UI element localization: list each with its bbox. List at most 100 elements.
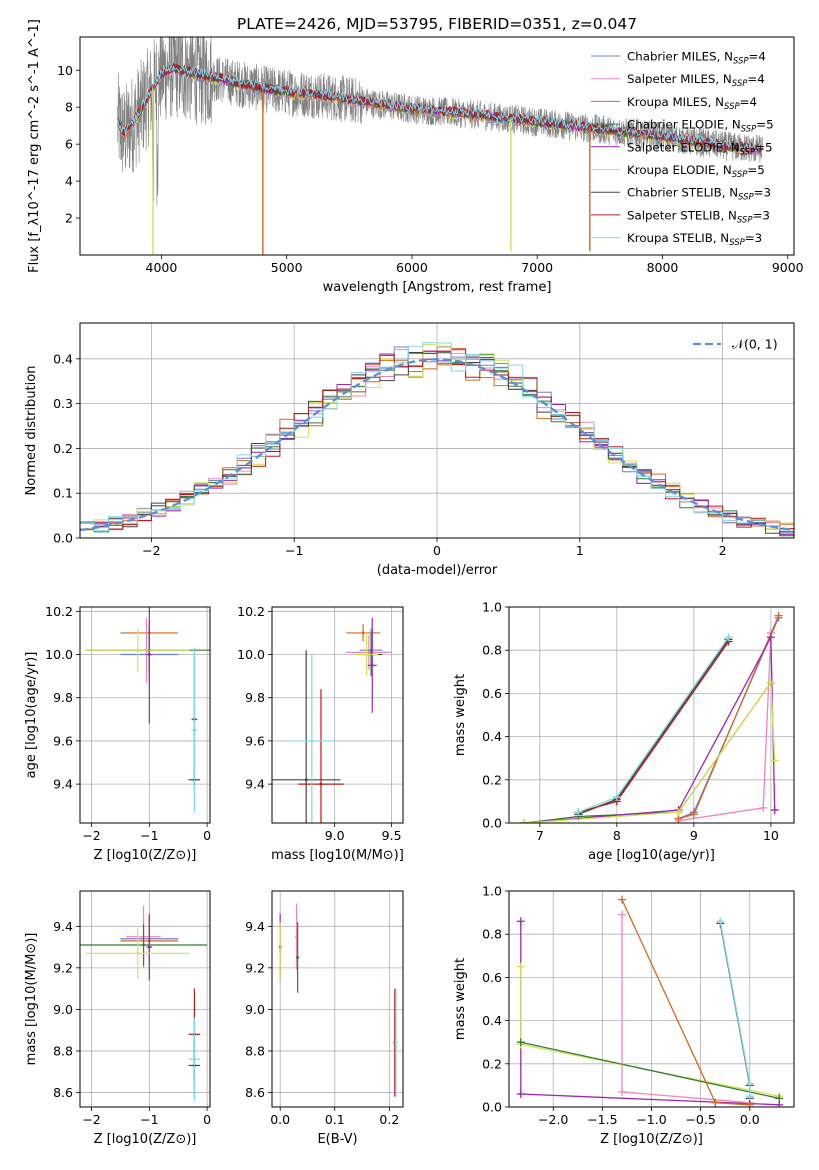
y-tick-label: 0.0 xyxy=(53,531,73,546)
y-tick-label: 0.2 xyxy=(53,441,73,456)
x-axis-label: mass [log10(M/M⊙)] xyxy=(271,848,404,863)
series-line-chabrier_stelib xyxy=(578,639,730,816)
axes-frame xyxy=(271,890,404,1108)
x-axis-label: age [log10(age/yr)] xyxy=(588,848,715,863)
x-tick-label: −1 xyxy=(140,828,158,843)
x-tick-label: −2.0 xyxy=(538,1112,568,1127)
y-tick-label: 1.0 xyxy=(482,600,502,615)
data-point xyxy=(193,1057,196,1061)
data-point xyxy=(361,631,365,635)
y-tick-label: 2 xyxy=(65,211,73,226)
panel-mass-vs-z: −2 −1 0 8.6 8.8 9.0 9.2 9.4 Z [log10(Z/Z⊙)] mass … xyxy=(24,890,211,1147)
y-axis-label: Flux [f_λ10^-17 erg cm^-2 s^-1 A^-1] xyxy=(27,19,42,273)
series-line-kroupa_stelib xyxy=(719,921,751,1097)
x-tick-label: 6000 xyxy=(396,260,428,275)
plot-area xyxy=(520,611,783,823)
series-marker xyxy=(574,808,583,817)
normal-curve xyxy=(80,358,794,532)
legend-label: Kroupa MILES, NSSP=4 xyxy=(627,95,757,112)
series-marker xyxy=(618,1087,627,1096)
series-marker xyxy=(516,1038,525,1047)
axes-frame xyxy=(79,890,211,1108)
x-tick-label: 9 xyxy=(690,828,698,843)
histogram-salpeter_stelib xyxy=(80,350,794,530)
y-tick-label: 0.2 xyxy=(482,1056,502,1071)
y-tick-label: 0.1 xyxy=(53,486,73,501)
legend-label: 𝒩(0, 1) xyxy=(732,337,778,352)
x-tick-label: −1 xyxy=(285,543,303,558)
data-point xyxy=(142,943,145,947)
series-marker xyxy=(674,808,683,817)
y-tick-label: 0.0 xyxy=(482,816,502,831)
y-tick-label: 9.4 xyxy=(245,777,265,792)
y-tick-label: 9.4 xyxy=(245,919,265,934)
panel-weight-vs-z: −2.0 −1.5 −1.0 −0.5 0.0 0.0 0.2 0.4 0.6 0.8 1.0 Z [… xyxy=(453,884,795,1147)
x-tick-label: 5000 xyxy=(271,260,303,275)
y-tick-label: 10.2 xyxy=(237,604,265,619)
series-marker xyxy=(516,962,525,971)
x-axis-label: E(B-V) xyxy=(317,1132,357,1147)
y-tick-label: 4 xyxy=(65,174,73,189)
y-tick-label: 6 xyxy=(65,137,73,152)
data-point xyxy=(319,782,323,786)
plot-area xyxy=(80,342,794,537)
series-marker xyxy=(745,1079,754,1088)
x-axis-label: (data-model)/error xyxy=(377,563,498,578)
y-axis-label: mass weight xyxy=(453,674,468,756)
x-tick-label: 0 xyxy=(203,1112,211,1127)
y-tick-label: 0.2 xyxy=(482,772,502,787)
y-tick-label: 9.0 xyxy=(245,1002,265,1017)
x-tick-label: 8 xyxy=(613,828,621,843)
plot-area xyxy=(272,617,392,823)
data-point xyxy=(365,653,368,656)
panel-spectrum: 4000 5000 6000 7000 8000 9000 2 4 6 8 10 wavelength… xyxy=(27,19,804,295)
legend-label: Kroupa STELIB, NSSP=3 xyxy=(627,231,762,248)
y-axis-label: mass [log10(M/M⊙)] xyxy=(24,933,39,1066)
data-point xyxy=(193,728,196,732)
y-tick-label: 8.8 xyxy=(53,1043,73,1058)
plot-area xyxy=(80,905,208,1101)
y-tick-label: 8 xyxy=(65,100,73,115)
series-marker xyxy=(516,917,525,926)
y-tick-label: 9.4 xyxy=(53,777,73,792)
x-axis-label: Z [log10(Z/Z⊙)] xyxy=(94,848,197,863)
data-point xyxy=(370,663,374,667)
data-point xyxy=(147,945,151,949)
y-tick-label: 0.0 xyxy=(482,1100,502,1115)
y-tick-label: 9.2 xyxy=(245,960,265,975)
x-tick-label: −2 xyxy=(82,1112,100,1127)
x-tick-label: −2 xyxy=(82,828,100,843)
panel-age-vs-mass: 9.0 9.5 9.4 9.6 9.8 10.0 10.2 mass [log10(M/M⊙)… xyxy=(237,604,404,863)
axes-frame xyxy=(79,606,211,824)
y-axis-label: Normed distribution xyxy=(24,366,39,496)
x-tick-label: 0 xyxy=(203,828,211,843)
legend-label: Chabrier MILES, NSSP=4 xyxy=(627,50,766,67)
data-point xyxy=(278,949,282,953)
legend-label: Salpeter MILES, NSSP=4 xyxy=(627,72,765,89)
data-point xyxy=(147,653,151,656)
y-tick-label: 9.6 xyxy=(53,733,73,748)
x-tick-label: 0 xyxy=(433,543,441,558)
y-tick-label: 0.4 xyxy=(53,351,73,366)
x-tick-label: 2 xyxy=(719,543,727,558)
series-line-kroupa_elodie xyxy=(524,680,776,823)
y-tick-label: 8.6 xyxy=(53,1085,73,1100)
x-tick-label: 0.1 xyxy=(325,1112,345,1127)
y-tick-label: 9.8 xyxy=(245,690,265,705)
plot-area xyxy=(85,607,210,813)
series-line-salpeter_elodie xyxy=(520,921,780,1106)
series-marker xyxy=(689,810,698,819)
legend-label: Kroupa ELODIE, NSSP=5 xyxy=(627,163,765,180)
panel-mass-vs-ebv: 0.0 0.1 0.2 8.6 8.8 9.0 9.2 9.4 E(B-V) xyxy=(245,890,404,1147)
series-marker xyxy=(724,633,733,642)
x-tick-label: 7 xyxy=(536,828,544,843)
x-tick-label: 9.5 xyxy=(382,828,402,843)
y-tick-label: 8.6 xyxy=(245,1085,265,1100)
x-tick-label: −0.5 xyxy=(685,1112,715,1127)
series-marker xyxy=(516,1090,525,1099)
data-point xyxy=(136,648,140,652)
series-marker xyxy=(716,917,725,926)
series-marker xyxy=(775,1094,784,1103)
x-tick-label: 7000 xyxy=(521,260,553,275)
